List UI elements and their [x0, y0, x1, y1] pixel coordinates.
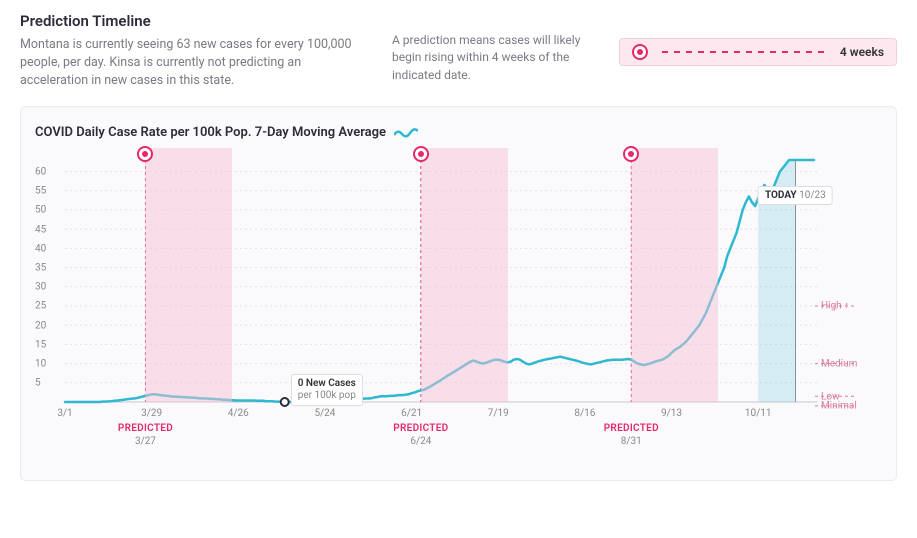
y-tick: 45	[35, 224, 46, 235]
prediction-band	[631, 148, 718, 402]
prediction-band	[145, 148, 232, 402]
prediction-band	[421, 148, 508, 402]
legend-4weeks: 4 weeks	[619, 38, 897, 66]
chart-plot: 5 10 15 20 25 30 35 40 45 50 55 60 3/1 3/29 4/26 5/24 6/…	[35, 148, 863, 466]
page-description: Montana is currently seeing 63 new cases…	[20, 36, 370, 90]
y-tick: 35	[35, 262, 46, 273]
x-tick: 4/26	[228, 408, 249, 419]
prediction-label: PREDICTED3/27	[118, 422, 173, 448]
page-title: Prediction Timeline	[20, 12, 370, 30]
risk-label: High ↑	[821, 301, 849, 312]
y-tick: 60	[35, 166, 46, 177]
x-tick: 3/1	[57, 408, 72, 419]
today-label: TODAY 10/23	[758, 186, 833, 205]
y-tick: 40	[35, 243, 46, 254]
chart-title: COVID Daily Case Rate per 100k Pop. 7-Da…	[35, 125, 386, 140]
y-tick: 5	[35, 378, 41, 389]
y-tick: 25	[35, 301, 46, 312]
y-tick: 30	[35, 282, 46, 293]
x-tick: 5/24	[314, 408, 335, 419]
annotation-zero-cases: 0 New Casesper 100k pop	[291, 374, 363, 406]
y-tick: 50	[35, 205, 46, 216]
prediction-marker-icon	[413, 146, 429, 162]
y-tick: 55	[35, 186, 46, 197]
x-tick: 8/16	[574, 408, 595, 419]
prediction-label: PREDICTED8/31	[604, 422, 659, 448]
y-tick: 20	[35, 320, 46, 331]
risk-label: Minimal	[821, 401, 857, 412]
x-tick: 3/29	[141, 408, 162, 419]
prediction-marker-icon	[137, 146, 153, 162]
prediction-dot-icon	[632, 44, 648, 60]
x-tick: 10/11	[745, 408, 772, 419]
prediction-label: PREDICTED6/24	[393, 422, 448, 448]
y-tick: 15	[35, 339, 46, 350]
risk-label: Medium	[821, 358, 857, 369]
x-tick: 6/21	[401, 408, 422, 419]
y-tick: 10	[35, 358, 46, 369]
prediction-line-icon	[662, 51, 826, 53]
x-tick: 9/13	[661, 408, 682, 419]
x-tick: 7/19	[488, 408, 509, 419]
legend-label: 4 weeks	[840, 45, 884, 59]
prediction-marker-icon	[623, 146, 639, 162]
prediction-note: A prediction means cases will likely beg…	[392, 12, 597, 90]
line-series-icon	[394, 127, 418, 139]
chart-container: COVID Daily Case Rate per 100k Pop. 7-Da…	[20, 106, 897, 481]
